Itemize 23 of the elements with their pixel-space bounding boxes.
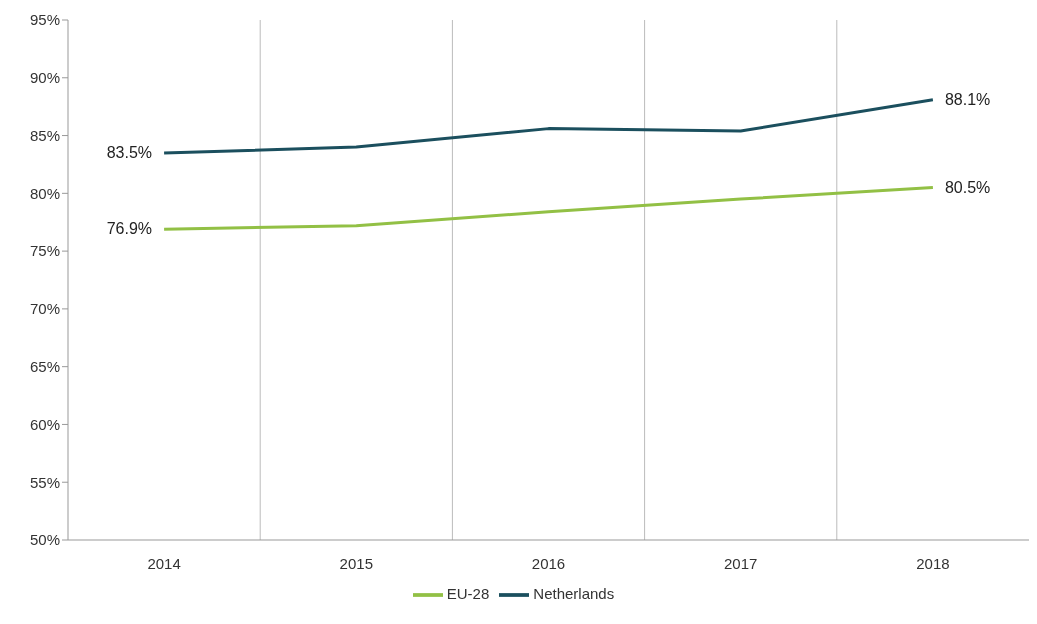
legend-label: EU-28 bbox=[446, 584, 490, 602]
x-tick-label: 2017 bbox=[724, 554, 758, 572]
y-tick-label: 95% bbox=[29, 11, 60, 29]
line-series bbox=[162, 98, 935, 155]
legend-label: Netherlands bbox=[533, 584, 615, 602]
x-tick-label: 2018 bbox=[916, 554, 950, 572]
y-tick-label: 70% bbox=[29, 300, 60, 318]
data-label: 80.5% bbox=[944, 178, 991, 196]
y-tick-label: 65% bbox=[29, 357, 60, 375]
x-tick-label: 2015 bbox=[339, 554, 373, 572]
y-tick-label: 75% bbox=[29, 242, 60, 260]
y-tick-label: 60% bbox=[29, 415, 60, 433]
data-label: 88.1% bbox=[944, 90, 991, 108]
y-tick-label: 90% bbox=[29, 69, 60, 87]
y-tick-label: 55% bbox=[29, 473, 60, 491]
x-tick-label: 2016 bbox=[531, 554, 566, 572]
line-series bbox=[162, 186, 935, 231]
y-tick-label: 80% bbox=[29, 184, 60, 202]
data-label: 76.9% bbox=[106, 220, 153, 238]
y-tick-label: 85% bbox=[29, 126, 60, 144]
y-tick-label: 50% bbox=[29, 531, 60, 549]
x-tick-label: 2014 bbox=[147, 554, 181, 572]
data-label: 83.5% bbox=[106, 143, 153, 161]
